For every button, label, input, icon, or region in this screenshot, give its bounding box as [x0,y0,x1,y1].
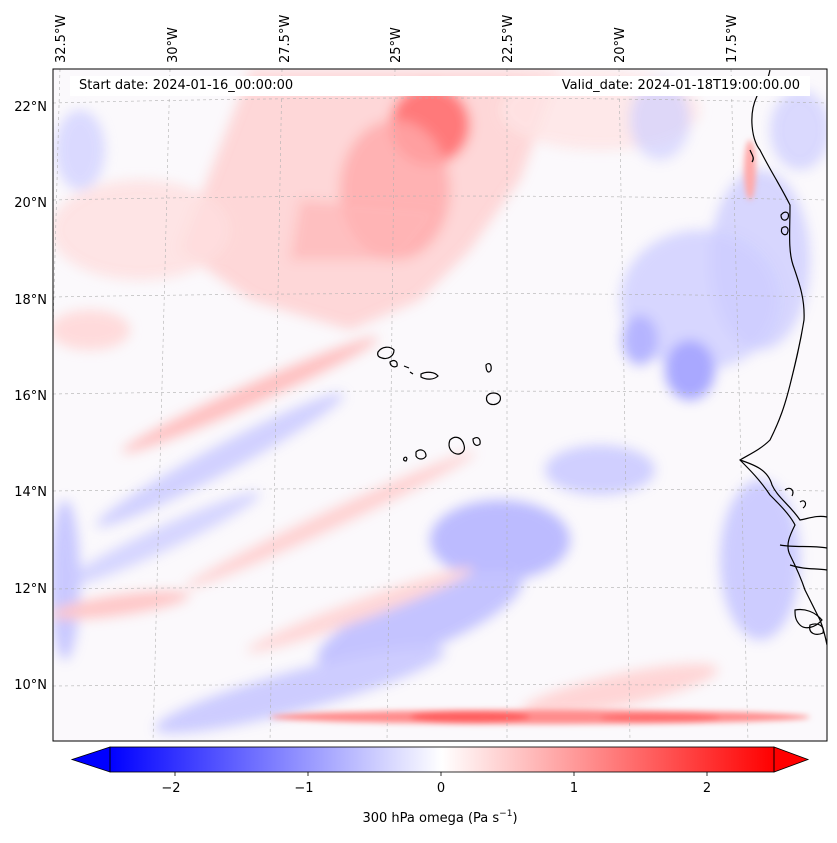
lat-label-18n: 18°N [14,293,47,308]
lon-label-30w: 30°W [166,27,181,63]
lat-label-12n: 12°N [14,582,47,597]
lon-label-17-5w: 17.5°W [725,15,740,63]
lon-labels: 32.5°W 30°W 27.5°W 25°W 22.5°W 20°W 17.5… [54,15,740,63]
lat-label-16n: 16°N [14,389,47,404]
colorbar-tick-1: 1 [570,781,578,796]
lat-labels: 22°N 20°N 18°N 16°N 14°N 12°N 10°N [14,100,47,693]
lat-label-10n: 10°N [14,678,47,693]
lon-label-27-5w: 27.5°W [278,15,293,63]
lon-label-25w: 25°W [389,27,404,63]
map-frame [52,68,828,742]
colorbar: −2 −1 0 1 2 300 hPa omega (Pa s−1) [70,746,810,826]
colorbar-tick-minus-1: −1 [294,781,313,796]
colorbar-extend-max [773,746,810,773]
graticule [53,69,827,741]
coastline [377,69,827,646]
colorbar-label: 300 hPa omega (Pa s−1) [362,809,517,826]
colorbar-tick-2: 2 [703,781,711,796]
lon-label-20w: 20°W [613,27,628,63]
lat-label-22n: 22°N [14,100,47,115]
omega-field [53,69,827,741]
colorbar-tick-minus-2: −2 [161,781,180,796]
lon-label-32-5w: 32.5°W [54,15,69,63]
valid-date-title: Valid_date: 2024-01-18T19:00:00.00 [561,78,800,93]
lat-label-14n: 14°N [14,485,47,500]
lat-label-20n: 20°N [14,196,47,211]
start-date-title: Start date: 2024-01-16_00:00:00 [79,78,294,93]
colorbar-extend-min [70,746,111,773]
title-box [70,76,810,96]
lon-label-22-5w: 22.5°W [501,15,516,63]
colorbar-tick-0: 0 [437,781,445,796]
